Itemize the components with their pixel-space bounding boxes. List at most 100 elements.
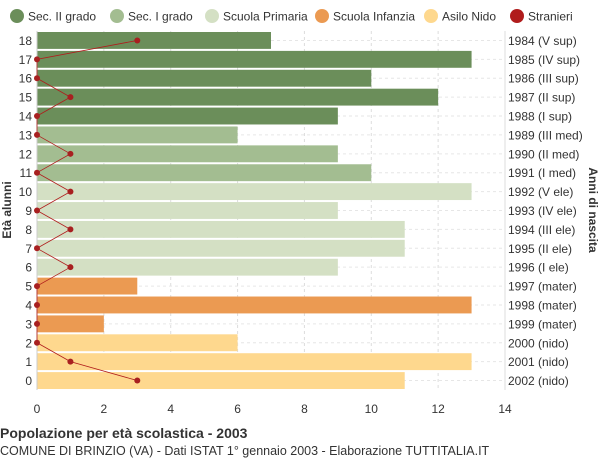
legend-marker bbox=[205, 9, 219, 23]
stranieri-point bbox=[67, 226, 74, 233]
legend-label: Scuola Infanzia bbox=[333, 10, 415, 24]
bar bbox=[37, 126, 238, 144]
bar bbox=[37, 50, 472, 68]
y-tick-label-birth-year: 1992 (V ele) bbox=[508, 185, 573, 199]
y-tick-label-age: 12 bbox=[19, 147, 33, 161]
legend-marker bbox=[315, 9, 329, 23]
bar bbox=[37, 88, 439, 106]
y-tick-label-age: 16 bbox=[19, 72, 33, 86]
y-tick-label-birth-year: 1989 (III med) bbox=[508, 128, 583, 142]
bar bbox=[37, 296, 472, 314]
y-tick-label-age: 1 bbox=[25, 355, 32, 369]
y-tick-label-birth-year: 1988 (I sup) bbox=[508, 110, 572, 124]
y-tick-label-age: 17 bbox=[19, 53, 33, 67]
x-tick-label: 14 bbox=[498, 402, 512, 416]
stranieri-point bbox=[34, 75, 40, 82]
y-tick-label-birth-year: 1985 (IV sup) bbox=[508, 53, 580, 67]
y-tick-label-age: 11 bbox=[20, 166, 33, 180]
stranieri-point bbox=[67, 150, 74, 157]
stranieri-point bbox=[34, 169, 40, 176]
y-tick-label-age: 2 bbox=[25, 336, 32, 350]
bar bbox=[37, 258, 338, 276]
bar bbox=[37, 145, 338, 163]
stranieri-point bbox=[34, 56, 40, 63]
y-tick-label-age: 9 bbox=[25, 204, 32, 218]
y-tick-label-age: 15 bbox=[19, 91, 33, 105]
y-tick-label-birth-year: 1990 (II med) bbox=[508, 147, 579, 161]
x-tick-label: 8 bbox=[301, 402, 308, 416]
stranieri-point bbox=[67, 188, 74, 195]
legend-marker bbox=[10, 9, 24, 23]
stranieri-point bbox=[34, 131, 40, 138]
y-tick-label-age: 0 bbox=[25, 374, 32, 388]
legend-label: Sec. I grado bbox=[128, 10, 193, 24]
chart-subtitle: COMUNE DI BRINZIO (VA) - Dati ISTAT 1° g… bbox=[0, 444, 490, 458]
bar bbox=[37, 107, 338, 125]
y-tick-label-age: 13 bbox=[19, 128, 33, 142]
y-tick-label-birth-year: 1984 (V sup) bbox=[508, 34, 577, 48]
legend-label: Scuola Primaria bbox=[223, 10, 308, 24]
stranieri-point bbox=[34, 207, 40, 214]
y-tick-label-birth-year: 1998 (mater) bbox=[508, 298, 577, 312]
y-tick-label-age: 10 bbox=[19, 185, 33, 199]
y-tick-label-age: 4 bbox=[25, 298, 32, 312]
x-tick-label: 2 bbox=[101, 402, 108, 416]
x-tick-label: 10 bbox=[365, 402, 379, 416]
bar bbox=[37, 164, 372, 182]
legend-marker bbox=[110, 9, 124, 23]
bar bbox=[37, 334, 238, 352]
y-tick-label-age: 3 bbox=[25, 317, 32, 331]
stranieri-point bbox=[34, 301, 40, 308]
bar bbox=[37, 239, 405, 257]
y-tick-label-birth-year: 1999 (mater) bbox=[508, 317, 577, 331]
bar-chart: Sec. II grado Sec. I grado Scuola Primaria… bbox=[0, 9, 600, 416]
legend-marker bbox=[510, 9, 524, 23]
stranieri-point bbox=[67, 94, 74, 101]
y-tick-label-birth-year: 2000 (nido) bbox=[508, 336, 569, 350]
stranieri-point bbox=[34, 283, 40, 290]
y-tick-label-birth-year: 1997 (mater) bbox=[508, 280, 577, 294]
y-tick-label-birth-year: 1995 (II ele) bbox=[508, 242, 572, 256]
y-tick-label-age: 14 bbox=[19, 110, 33, 124]
y-tick-label-birth-year: 1986 (III sup) bbox=[508, 72, 579, 86]
y-tick-label-age: 18 bbox=[19, 34, 33, 48]
y-tick-label-birth-year: 2002 (nido) bbox=[508, 374, 569, 388]
y-axis-title-right: Anni di nascita bbox=[586, 167, 600, 253]
y-tick-label-age: 8 bbox=[25, 223, 32, 237]
legend-marker bbox=[424, 9, 438, 23]
bar bbox=[37, 202, 338, 219]
y-tick-label-birth-year: 2001 (nido) bbox=[508, 355, 569, 369]
x-tick-label: 6 bbox=[234, 402, 241, 416]
y-tick-label-age: 7 bbox=[25, 242, 32, 256]
bar bbox=[37, 277, 138, 295]
y-tick-label-age: 5 bbox=[25, 280, 32, 294]
bar bbox=[37, 220, 405, 238]
legend-label: Stranieri bbox=[528, 10, 573, 24]
bar bbox=[37, 183, 472, 201]
legend-label: Sec. II grado bbox=[28, 10, 96, 24]
y-tick-label-birth-year: 1994 (III ele) bbox=[508, 223, 575, 237]
y-axis-title-left: Età alunni bbox=[0, 181, 14, 238]
stranieri-point bbox=[34, 320, 40, 327]
stranieri-point bbox=[34, 245, 40, 252]
x-tick-label: 4 bbox=[167, 402, 174, 416]
chart-title: Popolazione per età scolastica - 2003 bbox=[0, 425, 248, 441]
stranieri-point bbox=[34, 113, 40, 120]
legend-label: Asilo Nido bbox=[442, 10, 496, 24]
y-tick-label-age: 6 bbox=[25, 261, 32, 275]
bar bbox=[37, 32, 271, 49]
y-tick-label-birth-year: 1993 (IV ele) bbox=[508, 204, 577, 218]
x-tick-label: 12 bbox=[431, 402, 445, 416]
y-tick-label-birth-year: 1987 (II sup) bbox=[508, 91, 575, 105]
x-tick-label: 0 bbox=[34, 402, 41, 416]
stranieri-point bbox=[67, 358, 74, 365]
bar bbox=[37, 353, 472, 371]
stranieri-point bbox=[67, 264, 74, 271]
bar bbox=[37, 315, 104, 333]
y-tick-label-birth-year: 1996 (I ele) bbox=[508, 261, 569, 275]
bar bbox=[37, 372, 405, 389]
stranieri-point bbox=[134, 37, 141, 44]
stranieri-point bbox=[134, 377, 141, 384]
y-tick-label-birth-year: 1991 (I med) bbox=[508, 166, 576, 180]
